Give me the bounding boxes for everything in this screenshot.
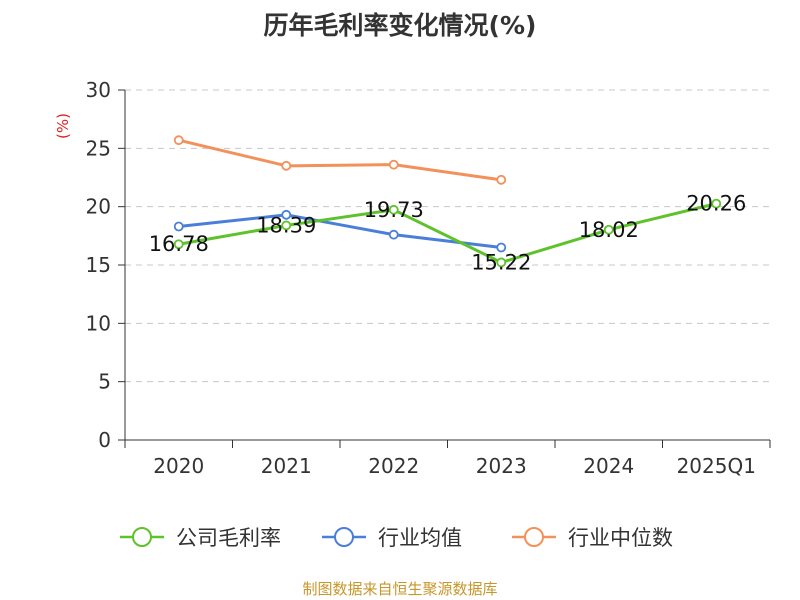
data-point [173, 135, 184, 146]
x-tick-label: 2021 [261, 454, 312, 478]
legend-marker [334, 527, 354, 547]
data-label: 15.22 [471, 250, 531, 274]
x-tick-label: 2024 [583, 454, 634, 478]
x-tick-label: 2022 [368, 454, 419, 478]
x-tick-label: 2020 [153, 454, 204, 478]
y-axis-label: (%) [54, 113, 72, 139]
y-tick-label: 5 [98, 370, 111, 394]
data-point [281, 160, 292, 171]
data-point [281, 220, 292, 231]
series-line [178, 202, 717, 264]
source-note: 制图数据来自恒生聚源数据库 [302, 580, 498, 598]
data-label: 19.73 [364, 198, 424, 222]
data-point [496, 174, 507, 185]
series-line [178, 138, 502, 182]
legend-marker [132, 527, 152, 547]
data-point [496, 242, 507, 253]
legend-label: 行业均值 [378, 526, 462, 550]
data-label: 20.26 [686, 192, 746, 216]
data-point [281, 209, 292, 220]
legend-label: 行业中位数 [568, 526, 673, 550]
y-tick-label: 15 [86, 253, 111, 277]
data-point [388, 204, 399, 215]
legend-marker [524, 527, 544, 547]
data-point [496, 257, 507, 268]
data-point [388, 159, 399, 170]
data-label: 18.02 [579, 218, 639, 242]
y-tick-label: 0 [98, 428, 111, 452]
legend-label: 公司毛利率 [176, 526, 281, 550]
chart-title: 历年毛利率变化情况(%) [263, 11, 537, 40]
y-tick-label: 20 [86, 195, 111, 219]
x-tick-label: 2025Q1 [677, 454, 756, 478]
data-point [388, 229, 399, 240]
series-line [178, 213, 502, 249]
x-tick-label: 2023 [476, 454, 527, 478]
data-label: 18.39 [256, 213, 316, 237]
y-tick-label: 10 [86, 311, 111, 335]
y-tick-label: 30 [86, 78, 111, 102]
y-tick-label: 25 [86, 136, 111, 160]
data-point [603, 224, 614, 235]
data-point [173, 239, 184, 250]
data-point [173, 221, 184, 232]
data-label: 16.78 [149, 232, 209, 256]
data-point [711, 198, 722, 209]
